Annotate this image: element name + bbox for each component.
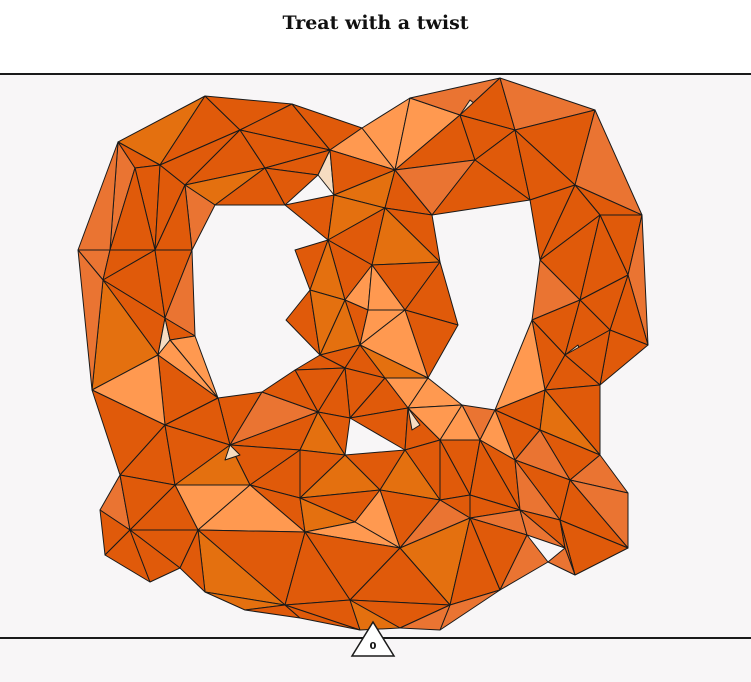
pretzel-shard[interactable] — [407, 407, 421, 431]
pretzel-shard[interactable] — [547, 547, 576, 576]
top-divider — [0, 73, 751, 75]
pretzel-shard[interactable] — [519, 509, 566, 549]
pretzel-shard[interactable] — [284, 194, 335, 241]
pretzel-shard[interactable] — [264, 167, 319, 206]
move-counter: 0 — [350, 620, 396, 657]
pretzel-shard[interactable] — [431, 159, 531, 216]
pretzel-shard[interactable] — [261, 369, 319, 413]
pretzel-shard[interactable] — [224, 444, 241, 461]
counter-triangle-icon — [350, 620, 396, 657]
pretzel-shard[interactable] — [77, 141, 119, 251]
title-bar: Treat with a twist — [0, 0, 751, 74]
pretzel-shard[interactable] — [129, 529, 181, 583]
pretzel-shard[interactable] — [399, 604, 451, 631]
counter-value: 0 — [370, 641, 377, 652]
pretzel-shard[interactable] — [499, 534, 549, 591]
pretzel-shard[interactable] — [349, 599, 401, 631]
puzzle-title: Treat with a twist — [282, 12, 469, 34]
pretzel-shard[interactable] — [179, 529, 206, 593]
pretzel-shard[interactable] — [284, 604, 361, 631]
pretzel-shard[interactable] — [77, 249, 104, 391]
